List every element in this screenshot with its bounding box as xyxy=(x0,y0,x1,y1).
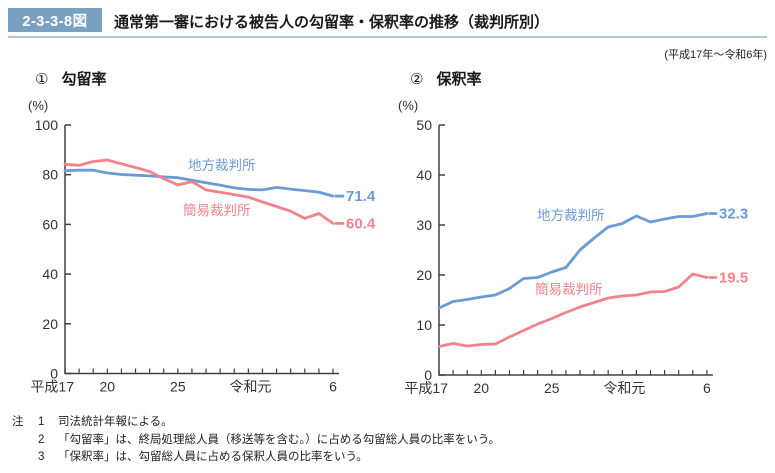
series-line-district-court xyxy=(437,212,709,310)
detention-chart-index: ① xyxy=(35,71,49,88)
x-tick-label: 25 xyxy=(170,379,186,395)
x-tick-label: 令和元 xyxy=(603,380,645,396)
axis-unit-label: (%) xyxy=(28,98,48,113)
note-row: 2 「勾留率」は、終局処理総人員（移送等を含む。）に占める勾留総人員の比率をいう。 xyxy=(38,432,500,450)
bail-chart-title: 保釈率 xyxy=(436,71,482,88)
y-tick-label: 20 xyxy=(416,267,432,283)
axis-line xyxy=(438,125,713,376)
y-tick-label: 50 xyxy=(416,117,432,133)
note-num: 2 xyxy=(38,433,45,446)
note-num: 1 xyxy=(38,416,45,428)
note-row: 1 司法統計年報による。 xyxy=(38,414,500,432)
notes: 注 1 司法統計年報による。 2 「勾留率」は、終局処理総人員（移送等を含む。）に占… xyxy=(12,414,500,467)
y-tick-label: 20 xyxy=(42,316,58,332)
y-tick-label: 30 xyxy=(416,217,432,233)
figure-number-badge: 2-3-3-8図 xyxy=(8,8,102,32)
end-value-label-district-court: 71.4 xyxy=(346,188,376,205)
end-value-label-summary-court: 19.5 xyxy=(719,270,748,287)
bail-rate-chart: (%) 0 10 20 30 40 50 平成17 20 25 令和元 6 32.3 地方裁判所 19.5 簡… xyxy=(398,98,748,396)
notes-list: 1 司法統計年報による。 2 「勾留率」は、終局処理総人員（移送等を含む。）に占める… xyxy=(38,414,500,467)
period-label: (平成17年～令和6年) xyxy=(664,49,767,61)
end-value-label-summary-court: 60.4 xyxy=(346,215,376,232)
figure-title: 通常第一審における被告人の勾留率・保釈率の推移（裁判所別） xyxy=(114,14,550,31)
series-name-label-summary-court: 簡易裁判所 xyxy=(535,282,603,297)
x-tick-label: 6 xyxy=(329,379,337,395)
bail-chart-subtitle: ② 保釈率 xyxy=(410,68,481,89)
x-tick-label: 20 xyxy=(100,379,116,395)
y-tick-label: 40 xyxy=(42,266,58,282)
axis-unit-label: (%) xyxy=(398,98,418,113)
note-row: 3 「保釈率」は、勾留総人員に占める保釈人員の比率をいう。 xyxy=(38,449,500,467)
header-rule xyxy=(8,36,767,38)
x-tick-label: 6 xyxy=(703,380,711,396)
y-tick-label: 10 xyxy=(416,317,432,333)
x-tick-label: 平成17 xyxy=(404,380,448,396)
series-line-district-court xyxy=(63,168,335,198)
x-tick-label: 令和元 xyxy=(229,379,271,395)
y-tick-label: 60 xyxy=(42,216,58,232)
detention-chart-subtitle: ① 勾留率 xyxy=(35,68,106,89)
detention-chart-title: 勾留率 xyxy=(61,71,107,88)
series-name-label-district-court: 地方裁判所 xyxy=(188,158,256,173)
x-tick-label: 20 xyxy=(474,380,490,396)
detention-rate-chart: (%) 0 20 40 60 80 100 平成17 20 25 令和元 6 71.4 地方裁判所 60.4… xyxy=(28,98,376,395)
note-text: 「勾留率」は、終局処理総人員（移送等を含む。）に占める勾留総人員の比率をいう。 xyxy=(58,433,501,446)
end-value-label-district-court: 32.3 xyxy=(719,206,748,223)
y-tick-label: 100 xyxy=(35,117,59,133)
y-tick-label: 0 xyxy=(50,366,58,382)
note-text: 「保釈率」は、勾留総人員に占める保釈人員の比率をいう。 xyxy=(58,451,368,463)
note-num: 3 xyxy=(38,451,45,463)
y-tick-label: 0 xyxy=(424,367,432,383)
y-tick-label: 40 xyxy=(416,167,432,183)
note-text: 司法統計年報による。 xyxy=(58,416,173,428)
bail-chart-index: ② xyxy=(410,71,424,88)
x-tick-label: 平成17 xyxy=(30,379,74,395)
series-name-label-district-court: 地方裁判所 xyxy=(537,208,605,223)
y-tick-label: 80 xyxy=(42,167,58,183)
notes-label: 注 xyxy=(12,416,24,428)
series-name-label-summary-court: 簡易裁判所 xyxy=(183,203,251,218)
series-line-summary-court xyxy=(437,272,709,348)
x-tick-label: 25 xyxy=(544,380,560,396)
series-line-summary-court xyxy=(63,158,335,225)
